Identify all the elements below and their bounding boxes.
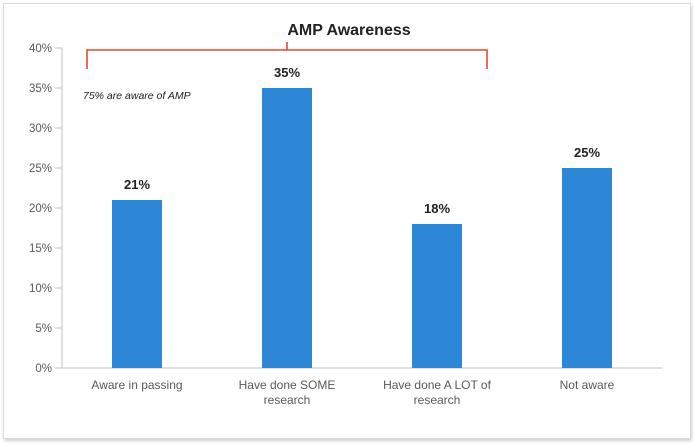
bar xyxy=(262,88,312,368)
y-tick-label: 10% xyxy=(29,283,52,295)
y-tick-label: 20% xyxy=(29,203,52,215)
bar-value-label: 25% xyxy=(574,145,600,160)
annotation-text: 75% are aware of AMP xyxy=(83,90,191,102)
x-category-label: Aware in passing xyxy=(91,378,182,392)
y-tick-label: 15% xyxy=(29,243,52,255)
y-tick-label: 40% xyxy=(29,43,52,55)
bar xyxy=(562,168,612,368)
x-category-label-line: Aware in passing xyxy=(91,378,182,392)
y-tick-label: 25% xyxy=(29,163,52,175)
bar-value-label: 18% xyxy=(424,201,450,216)
x-category-label-line: research xyxy=(264,393,311,407)
annotation-bracket xyxy=(86,42,488,69)
y-tick-label: 0% xyxy=(35,363,52,375)
bar-value-label: 35% xyxy=(274,65,300,80)
y-axis: 0% 5% 10% 15% 20% 25% 30% 35% 40% xyxy=(29,43,63,375)
bar xyxy=(412,224,462,368)
x-category-label-line: Have done SOME xyxy=(239,378,336,392)
x-category-label: Have done A LOT of research xyxy=(383,378,492,407)
annotation: 75% are aware of AMP xyxy=(83,42,488,102)
x-category-label-line: research xyxy=(414,393,461,407)
y-tick-label: 35% xyxy=(29,83,52,95)
x-category-label: Have done SOME research xyxy=(239,378,336,407)
bar-value-label: 21% xyxy=(124,177,150,192)
bars: 21% 35% 18% 25% xyxy=(112,65,612,368)
x-category-label-line: Not aware xyxy=(560,378,615,392)
chart-title: AMP Awareness xyxy=(287,22,410,39)
x-axis: Aware in passing Have done SOME researchHa… xyxy=(62,367,662,407)
y-tick-label: 30% xyxy=(29,123,52,135)
y-tick-label: 5% xyxy=(35,323,52,335)
x-category-label-line: Have done A LOT of xyxy=(383,378,492,392)
x-category-label: Not aware xyxy=(560,378,615,392)
bar xyxy=(112,200,162,368)
